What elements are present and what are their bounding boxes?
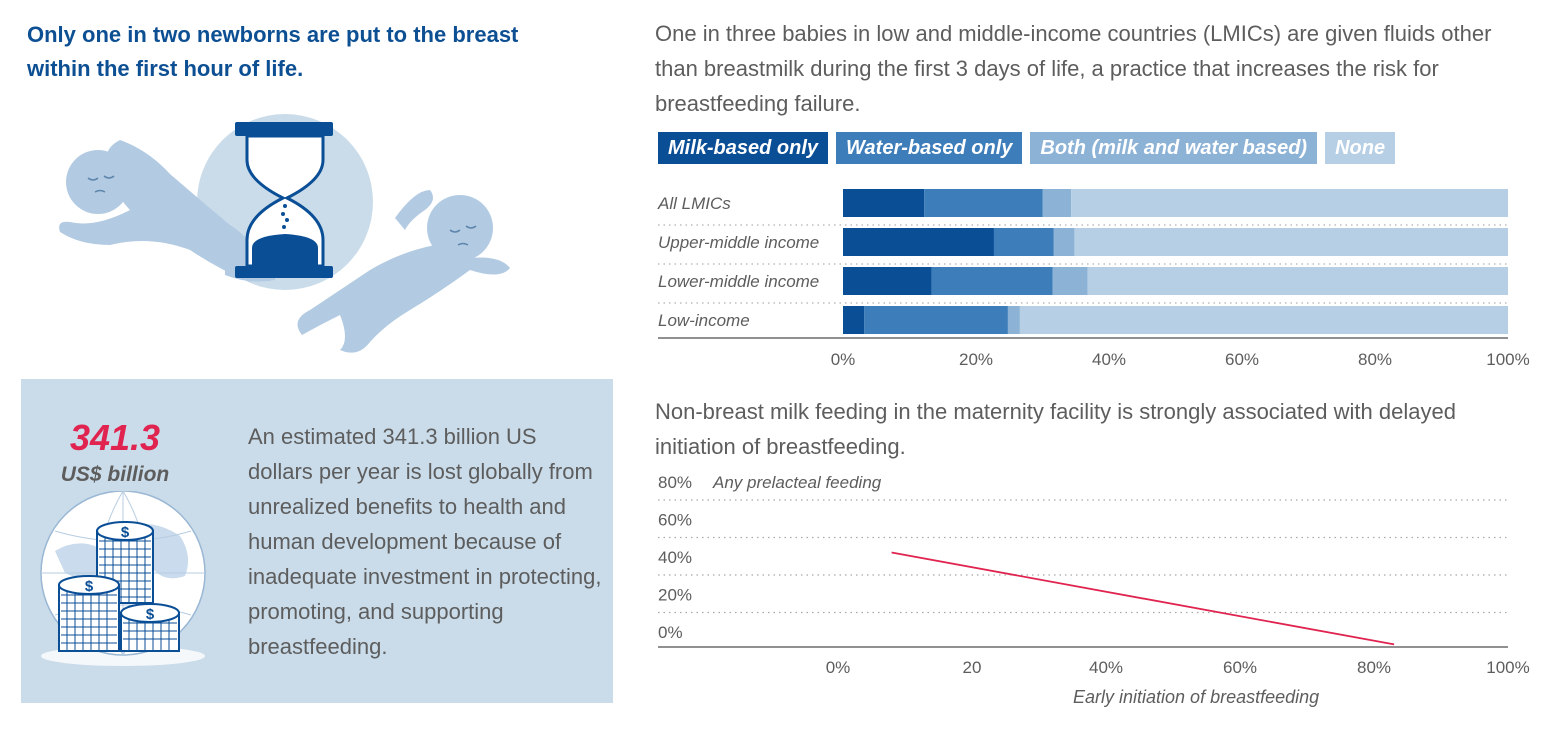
x-tick-label: 60%: [1223, 658, 1257, 677]
dollar-sign-right: $: [146, 606, 155, 623]
x-tick-label: 40%: [1092, 350, 1126, 369]
category-label: All LMICs: [657, 194, 731, 213]
bar-segment: [1042, 189, 1072, 217]
category-label: Upper-middle income: [658, 233, 819, 252]
series-annotation: Any prelacteal feeding: [712, 473, 882, 492]
bar-segment: [993, 228, 1054, 256]
bar-segment: [1071, 189, 1508, 217]
bar-segment: [1019, 306, 1508, 334]
loss-description: An estimated 341.3 billion US dollars pe…: [248, 424, 602, 659]
coin-stack-left: $: [58, 575, 120, 652]
x-axis-title: Early initiation of breastfeeding: [1073, 687, 1319, 707]
line-chart: 0% 20% 40% 60% 80% Any prelacteal feeding 0% 20…: [658, 473, 1530, 707]
x-tick-label: 20: [963, 658, 982, 677]
stacked-bar-chart: All LMICs Upper-middle income Lower-middle…: [657, 189, 1530, 369]
series-line: [891, 551, 1395, 646]
headline: Only one in two newborns are put to the …: [27, 22, 519, 81]
y-tick-label: 20%: [658, 586, 692, 605]
prelacteal-intro-text: One in three babies in low and middle-in…: [655, 21, 1492, 116]
y-tick-label: 80%: [658, 473, 692, 492]
category-label: Low-income: [658, 311, 750, 330]
bar-segment: [843, 306, 865, 334]
y-tick-label: 60%: [658, 511, 692, 530]
dollar-sign-back: $: [121, 524, 130, 541]
loss-unit: US$ billion: [60, 463, 170, 486]
bar-segment: [1052, 267, 1088, 295]
x-tick-label: 20%: [959, 350, 993, 369]
bar-segment: [843, 189, 925, 217]
legend-none: None: [1325, 132, 1396, 164]
x-tick-label: 100%: [1486, 658, 1529, 677]
bar-segment: [1007, 306, 1020, 334]
legend-milk-based: Milk-based only: [658, 132, 829, 164]
x-tick-label: 40%: [1089, 658, 1123, 677]
association-intro-text: Non-breast milk feeding in the maternity…: [655, 399, 1456, 459]
hourglass-top-cap: [235, 122, 333, 136]
bar-segment: [924, 189, 1043, 217]
x-tick-label: 100%: [1486, 350, 1529, 369]
x-tick-label: 0%: [831, 350, 856, 369]
bar-segment: [1053, 228, 1075, 256]
dollar-sign-left: $: [85, 578, 94, 595]
loss-value: 341.3: [69, 417, 161, 458]
category-label: Lower-middle income: [658, 272, 819, 291]
bar-segment: [931, 267, 1053, 295]
bar-segment: [1087, 267, 1508, 295]
x-tick-label: 80%: [1357, 658, 1391, 677]
bar-segment: [1074, 228, 1508, 256]
bar-segment: [843, 228, 994, 256]
legend-water-based: Water-based only: [836, 132, 1023, 164]
y-tick-label: 40%: [658, 548, 692, 567]
legend-both: Both (milk and water based): [1030, 132, 1318, 164]
y-tick-label: 0%: [658, 623, 683, 642]
x-tick-label: 0%: [826, 658, 851, 677]
bar-segment: [843, 267, 932, 295]
economic-loss-panel: 341.3 US$ billion $ $ $ An estimated 341…: [21, 379, 613, 703]
hourglass-sand: [252, 234, 318, 265]
x-tick-label: 60%: [1225, 350, 1259, 369]
bar-segment: [864, 306, 1008, 334]
hourglass-babies-illustration: [59, 114, 510, 353]
right-baby-icon: [297, 190, 510, 353]
x-tick-label: 80%: [1358, 350, 1392, 369]
hourglass-bottom-cap: [235, 266, 333, 278]
globe-coins-icon: $ $ $: [40, 491, 206, 666]
bar-chart-legend: Milk-based only Water-based only Both (m…: [658, 132, 1396, 164]
coin-stack-right: $: [120, 603, 180, 652]
